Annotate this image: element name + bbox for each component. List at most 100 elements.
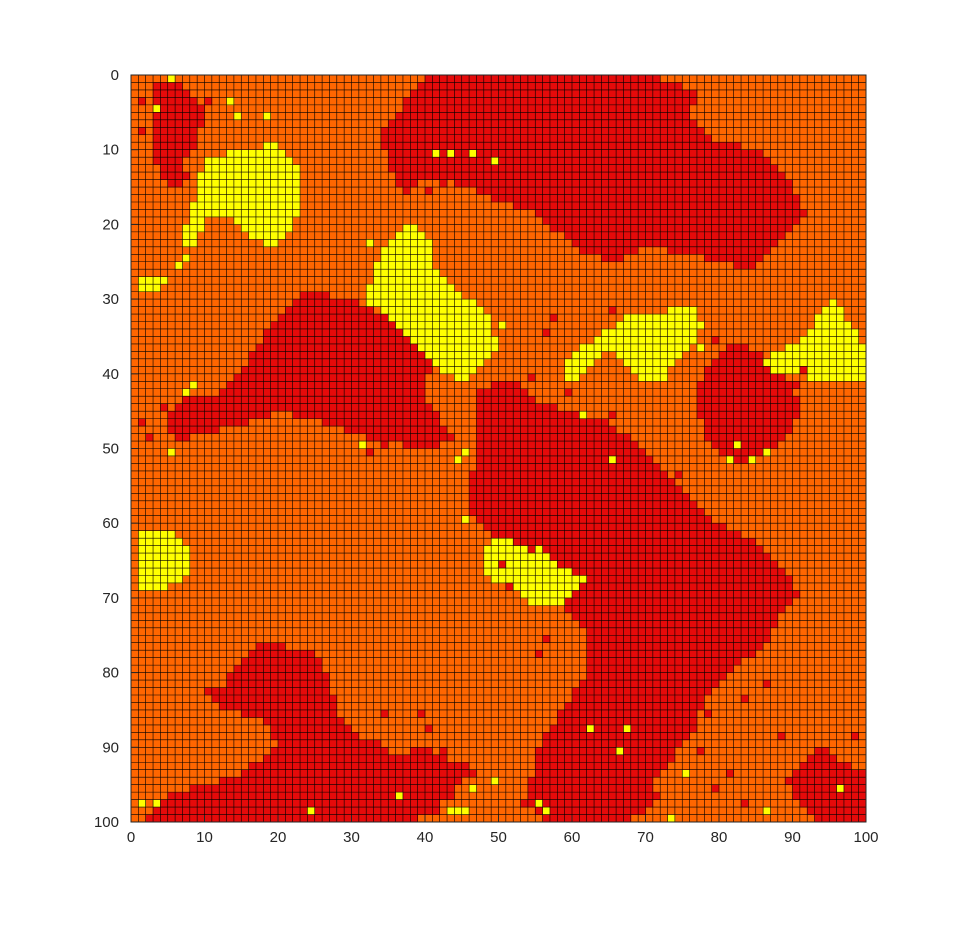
grid-cell bbox=[461, 448, 470, 457]
grid-cell bbox=[395, 792, 404, 800]
grid-cell bbox=[439, 747, 448, 756]
grid-cell bbox=[483, 523, 727, 531]
grid-cell bbox=[439, 149, 448, 158]
grid-cell bbox=[513, 538, 757, 546]
grid-cell bbox=[616, 351, 683, 360]
grid-cell bbox=[153, 149, 191, 158]
grid-cell bbox=[476, 403, 558, 412]
x-tick-label: 60 bbox=[564, 829, 581, 846]
grid-cell bbox=[549, 224, 793, 233]
grid-cell bbox=[586, 650, 757, 658]
grid-cell bbox=[527, 597, 565, 606]
grid-cell bbox=[469, 149, 477, 158]
grid-cell bbox=[410, 747, 433, 756]
grid-cell bbox=[704, 433, 786, 442]
grid-cell bbox=[711, 336, 720, 345]
grid-cell bbox=[153, 799, 161, 808]
grid-cell bbox=[696, 747, 705, 756]
grid-cell bbox=[189, 381, 198, 390]
grid-cell bbox=[785, 777, 867, 785]
grid-cell bbox=[425, 187, 433, 195]
grid-cell bbox=[380, 134, 712, 143]
grid-cell bbox=[527, 784, 654, 793]
grid-cell bbox=[498, 321, 507, 330]
y-tick-label: 40 bbox=[102, 366, 119, 383]
grid-cell bbox=[175, 403, 433, 412]
grid-cell bbox=[402, 187, 411, 195]
grid-cell bbox=[851, 732, 859, 741]
grid-cell bbox=[807, 328, 859, 337]
grid-cell bbox=[366, 299, 477, 307]
grid-cell bbox=[586, 635, 771, 644]
grid-cell bbox=[380, 441, 389, 449]
grid-cell bbox=[527, 373, 536, 382]
grid-cell bbox=[373, 269, 440, 277]
grid-cell bbox=[211, 695, 338, 703]
y-tick-label: 20 bbox=[102, 216, 119, 233]
grid-cell bbox=[711, 441, 734, 449]
grid-cell bbox=[535, 799, 543, 808]
grid-cell bbox=[307, 807, 316, 815]
grid-cell bbox=[138, 284, 161, 292]
grid-cell bbox=[572, 687, 712, 696]
grid-cell bbox=[226, 97, 235, 106]
grid-cell bbox=[145, 433, 154, 442]
grid-cell bbox=[314, 807, 440, 815]
grid-cell bbox=[542, 739, 683, 748]
grid-cell bbox=[380, 142, 742, 150]
grid-cell bbox=[564, 388, 573, 397]
grid-cell bbox=[682, 769, 690, 778]
grid-cell bbox=[572, 590, 801, 599]
grid-cell bbox=[167, 418, 249, 427]
grid-cell bbox=[586, 672, 727, 681]
grid-cell bbox=[402, 792, 455, 800]
grid-cell bbox=[814, 321, 852, 330]
grid-cell bbox=[748, 455, 757, 464]
grid-cell bbox=[476, 433, 632, 442]
grid-cell bbox=[292, 299, 360, 307]
y-tick-label: 60 bbox=[102, 515, 119, 532]
grid-cell bbox=[469, 485, 683, 494]
grid-cell bbox=[520, 590, 573, 599]
grid-cell bbox=[263, 328, 404, 337]
grid-cell bbox=[579, 680, 720, 688]
grid-cell bbox=[564, 702, 705, 711]
grid-cell bbox=[204, 97, 213, 106]
grid-cell bbox=[167, 426, 220, 434]
grid-cell bbox=[476, 187, 793, 195]
grid-cell bbox=[586, 657, 742, 666]
grid-cell bbox=[395, 172, 786, 180]
grid-cell bbox=[564, 366, 587, 375]
grid-cell bbox=[402, 441, 440, 449]
cell-edges bbox=[130, 74, 867, 823]
grid-cell bbox=[270, 724, 352, 733]
grid-cell bbox=[505, 582, 514, 591]
grid-cell bbox=[263, 717, 345, 726]
grid-cell bbox=[616, 747, 624, 756]
grid-cell bbox=[160, 164, 183, 173]
grid-cell bbox=[586, 724, 595, 733]
grid-cell bbox=[535, 754, 676, 763]
grid-cell bbox=[696, 343, 705, 352]
grid-cell bbox=[138, 799, 146, 808]
grid-cell bbox=[432, 358, 485, 367]
grid-cell bbox=[447, 149, 455, 158]
grid-cell bbox=[263, 754, 448, 763]
grid-cell bbox=[182, 254, 191, 263]
grid-cell bbox=[829, 299, 837, 307]
x-tick-label: 50 bbox=[490, 829, 507, 846]
grid-cell bbox=[579, 620, 779, 629]
grid-cell bbox=[498, 560, 507, 569]
grid-cell bbox=[395, 179, 418, 188]
grid-cell bbox=[608, 455, 617, 464]
grid-cell bbox=[491, 575, 587, 584]
grid-cell bbox=[741, 799, 749, 808]
grid-cell bbox=[785, 343, 867, 352]
grid-cell bbox=[182, 396, 426, 404]
grid-cell bbox=[549, 314, 558, 322]
grid-cell bbox=[843, 784, 867, 793]
grid-cell bbox=[601, 254, 624, 263]
grid-cell bbox=[469, 784, 477, 793]
grid-cell bbox=[138, 560, 191, 569]
grid-cell bbox=[278, 314, 389, 322]
